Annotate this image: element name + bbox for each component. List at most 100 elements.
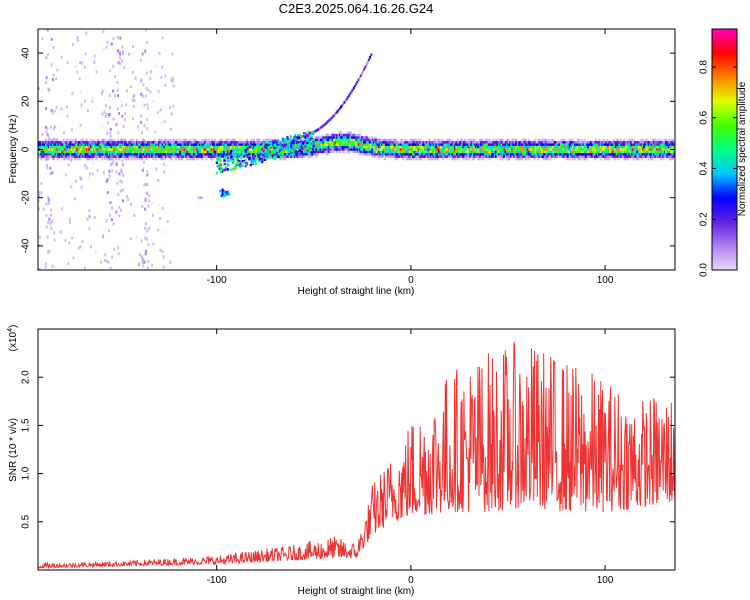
heatmap-cell bbox=[268, 143, 271, 146]
heatmap-cell bbox=[360, 148, 363, 151]
heatmap-cell bbox=[623, 153, 627, 156]
heatmap-cell bbox=[133, 157, 136, 161]
heatmap-cell bbox=[391, 145, 394, 149]
heatmap-cell bbox=[443, 148, 446, 151]
heatmap-cell bbox=[401, 148, 404, 151]
heatmap-cell bbox=[300, 150, 304, 154]
heatmap-cell bbox=[307, 133, 310, 136]
heatmap-cell bbox=[562, 138, 565, 142]
heatmap-cell bbox=[583, 141, 586, 144]
heatmap-cell bbox=[252, 158, 255, 161]
heatmap-cell bbox=[319, 141, 322, 144]
heatmap-cell bbox=[136, 138, 139, 142]
heatmap-cell bbox=[534, 138, 537, 142]
heatmap-cell bbox=[142, 155, 145, 158]
heatmap-cell bbox=[577, 150, 580, 154]
heatmap-cell bbox=[537, 157, 540, 161]
heatmap-cell bbox=[529, 153, 532, 156]
heatmap-cell bbox=[310, 140, 313, 144]
heatmap-cell bbox=[587, 153, 590, 156]
heatmap-cell bbox=[410, 148, 414, 151]
heatmap-cell bbox=[595, 141, 598, 144]
heatmap-cell bbox=[87, 157, 90, 161]
heatmap-cell bbox=[189, 138, 192, 142]
heatmap-cell bbox=[635, 141, 638, 144]
heatmap-cell bbox=[557, 150, 560, 154]
heatmap-cell bbox=[474, 141, 477, 144]
heatmap-cell bbox=[563, 155, 566, 158]
heatmap-cell bbox=[193, 153, 196, 156]
heatmap-cell bbox=[130, 52, 133, 56]
heatmap-cell bbox=[224, 141, 227, 144]
heatmap-cell bbox=[609, 148, 612, 151]
heatmap-cell bbox=[587, 148, 590, 151]
heatmap-cell bbox=[468, 143, 471, 146]
heatmap-cell bbox=[365, 136, 368, 139]
heatmap-cell bbox=[125, 143, 128, 146]
heatmap-cell bbox=[485, 155, 488, 158]
heatmap-cell bbox=[62, 155, 65, 158]
heatmap-cell bbox=[481, 153, 484, 156]
heatmap-cell bbox=[163, 170, 166, 174]
heatmap-cell bbox=[208, 138, 211, 142]
heatmap-cell bbox=[560, 155, 563, 158]
heatmap-cell bbox=[265, 144, 268, 147]
heatmap-cell bbox=[340, 148, 343, 151]
heatmap-cell bbox=[531, 155, 534, 158]
heatmap-cell bbox=[524, 141, 528, 144]
heatmap-cell bbox=[381, 155, 385, 158]
heatmap-cell bbox=[149, 70, 152, 74]
heatmap-cell bbox=[552, 143, 555, 146]
heatmap-cell bbox=[216, 148, 219, 151]
heatmap-cell bbox=[106, 131, 109, 135]
heatmap-cell bbox=[68, 148, 71, 151]
heatmap-cell bbox=[352, 145, 355, 149]
heatmap-cell bbox=[164, 84, 167, 87]
heatmap-cell bbox=[93, 143, 96, 146]
heatmap-cell bbox=[371, 148, 374, 151]
heatmap-cell bbox=[406, 141, 410, 144]
heatmap-cell bbox=[375, 150, 378, 154]
heatmap-cell bbox=[234, 150, 237, 154]
heatmap-cell bbox=[343, 133, 346, 137]
heatmap-cell bbox=[326, 141, 329, 144]
heatmap-cell bbox=[395, 155, 398, 158]
heatmap-cell bbox=[647, 150, 650, 154]
heatmap-cell bbox=[290, 151, 293, 154]
x-tick-label: -100 bbox=[207, 575, 227, 586]
heatmap-cell bbox=[335, 133, 338, 137]
heatmap-cell bbox=[132, 148, 135, 151]
heatmap-cell bbox=[364, 148, 367, 151]
heatmap-cell bbox=[53, 265, 56, 269]
heatmap-cell bbox=[387, 155, 390, 158]
heatmap-cell bbox=[246, 141, 249, 144]
heatmap-cell bbox=[200, 157, 203, 161]
heatmap-cell bbox=[79, 176, 82, 180]
heatmap-cell bbox=[436, 155, 439, 158]
heatmap-cell bbox=[614, 148, 618, 151]
heatmap-cell bbox=[144, 29, 147, 32]
heatmap-cell bbox=[194, 148, 197, 151]
heatmap-cell bbox=[467, 141, 470, 144]
heatmap-cell bbox=[280, 150, 283, 154]
heatmap-cell bbox=[567, 141, 570, 144]
heatmap-cell bbox=[533, 153, 536, 156]
heatmap-cell bbox=[214, 143, 218, 146]
heatmap-cell bbox=[334, 136, 337, 139]
heatmap-cell bbox=[390, 150, 393, 154]
heatmap-cell bbox=[180, 141, 183, 144]
heatmap-cell bbox=[488, 145, 491, 149]
heatmap-cell bbox=[177, 148, 180, 151]
heatmap-cell bbox=[61, 138, 64, 142]
heatmap-cell bbox=[454, 153, 457, 156]
heatmap-cell bbox=[86, 153, 89, 156]
heatmap-cell bbox=[43, 141, 46, 144]
heatmap-cell bbox=[119, 145, 122, 149]
heatmap-cell bbox=[613, 145, 616, 149]
y-tick-label: -40 bbox=[21, 238, 32, 253]
heatmap-cell bbox=[565, 138, 568, 142]
heatmap-cell bbox=[175, 155, 178, 158]
heatmap-cell bbox=[116, 88, 119, 92]
heatmap-cell bbox=[113, 153, 116, 156]
heatmap-cell bbox=[546, 145, 549, 149]
